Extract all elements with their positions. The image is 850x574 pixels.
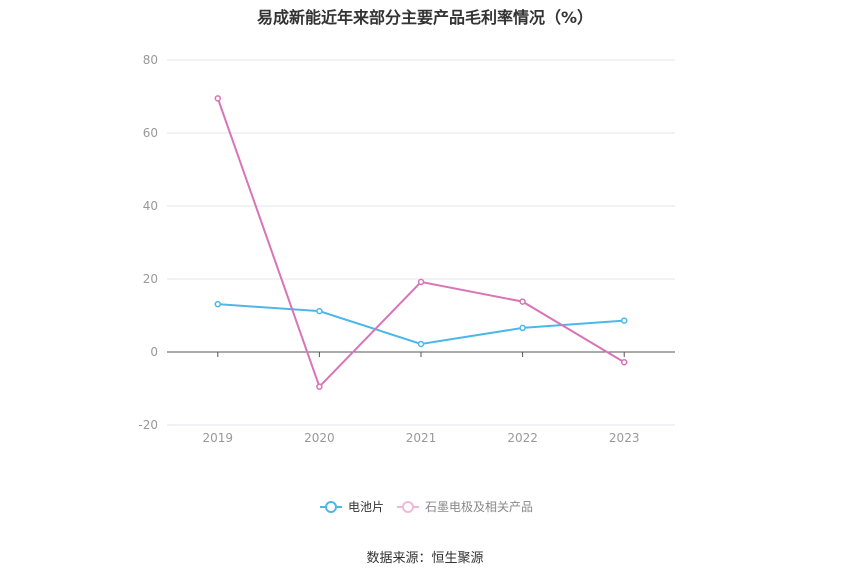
data-point <box>214 95 222 102</box>
legend-item-2[interactable]: 石墨电极及相关产品 <box>397 500 533 514</box>
y-tick-label: 60 <box>143 126 158 140</box>
data-point <box>417 340 425 348</box>
data-point <box>214 300 222 308</box>
y-tick-label: 0 <box>150 345 158 359</box>
legend-marker-icon <box>325 501 337 513</box>
legend-marker-icon <box>402 501 414 513</box>
data-point <box>620 358 628 366</box>
series-2 <box>214 95 628 390</box>
legend-label: 电池片 <box>348 500 384 514</box>
axes: 80 60 40 20 0 -20 2019 2020 2021 2022 2023 <box>138 53 639 445</box>
legend-item-1[interactable]: 电池片 <box>320 500 384 514</box>
y-tick-label: 20 <box>143 272 158 286</box>
data-point <box>417 278 425 286</box>
x-tick-label: 2022 <box>507 431 538 445</box>
x-tick-label: 2020 <box>304 431 335 445</box>
y-tick-label: 40 <box>143 199 158 213</box>
data-source: 数据来源：恒生聚源 <box>366 551 484 566</box>
x-tick-label: 2023 <box>609 431 640 445</box>
legend[interactable]: 电池片 石墨电极及相关产品 <box>320 500 533 514</box>
data-point <box>316 307 323 315</box>
data-point <box>620 317 628 324</box>
chart-title: 易成新能近年来部分主要产品毛利率情况（%） <box>256 8 594 27</box>
x-tick-label: 2019 <box>203 431 234 445</box>
series <box>214 95 628 390</box>
data-point <box>316 383 323 390</box>
data-point <box>519 324 526 332</box>
grid <box>167 59 675 426</box>
series-1 <box>214 300 628 348</box>
data-point <box>519 298 526 305</box>
y-tick-label: -20 <box>138 418 158 432</box>
y-tick-label: 80 <box>143 53 158 67</box>
series-line <box>217 303 625 345</box>
x-tick-label: 2021 <box>406 431 437 445</box>
legend-label: 石墨电极及相关产品 <box>425 500 533 514</box>
